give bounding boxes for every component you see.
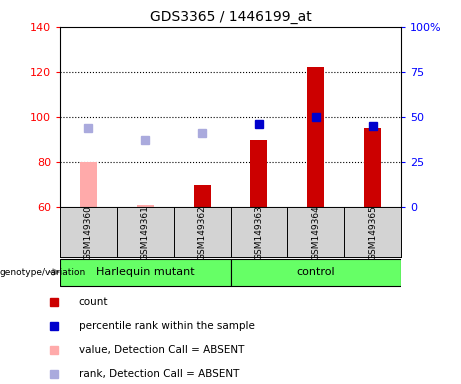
- Bar: [230, 259, 401, 286]
- Bar: [194, 185, 211, 207]
- Text: value, Detection Call = ABSENT: value, Detection Call = ABSENT: [78, 345, 244, 356]
- Text: GSM149360: GSM149360: [84, 205, 93, 260]
- Bar: [250, 140, 267, 207]
- Text: GSM149362: GSM149362: [198, 205, 207, 260]
- Text: control: control: [296, 267, 335, 277]
- Bar: [60, 259, 230, 286]
- Text: count: count: [78, 297, 108, 308]
- Bar: [80, 162, 97, 207]
- Text: percentile rank within the sample: percentile rank within the sample: [78, 321, 254, 331]
- Text: GSM149364: GSM149364: [311, 205, 320, 260]
- Text: GSM149363: GSM149363: [254, 205, 263, 260]
- Text: rank, Detection Call = ABSENT: rank, Detection Call = ABSENT: [78, 369, 239, 379]
- Title: GDS3365 / 1446199_at: GDS3365 / 1446199_at: [150, 10, 311, 25]
- Bar: [136, 205, 154, 207]
- Bar: [307, 68, 324, 207]
- Bar: [364, 128, 381, 207]
- Text: GSM149365: GSM149365: [368, 205, 377, 260]
- Text: GSM149361: GSM149361: [141, 205, 150, 260]
- Text: Harlequin mutant: Harlequin mutant: [96, 267, 195, 277]
- Text: genotype/variation: genotype/variation: [0, 268, 86, 276]
